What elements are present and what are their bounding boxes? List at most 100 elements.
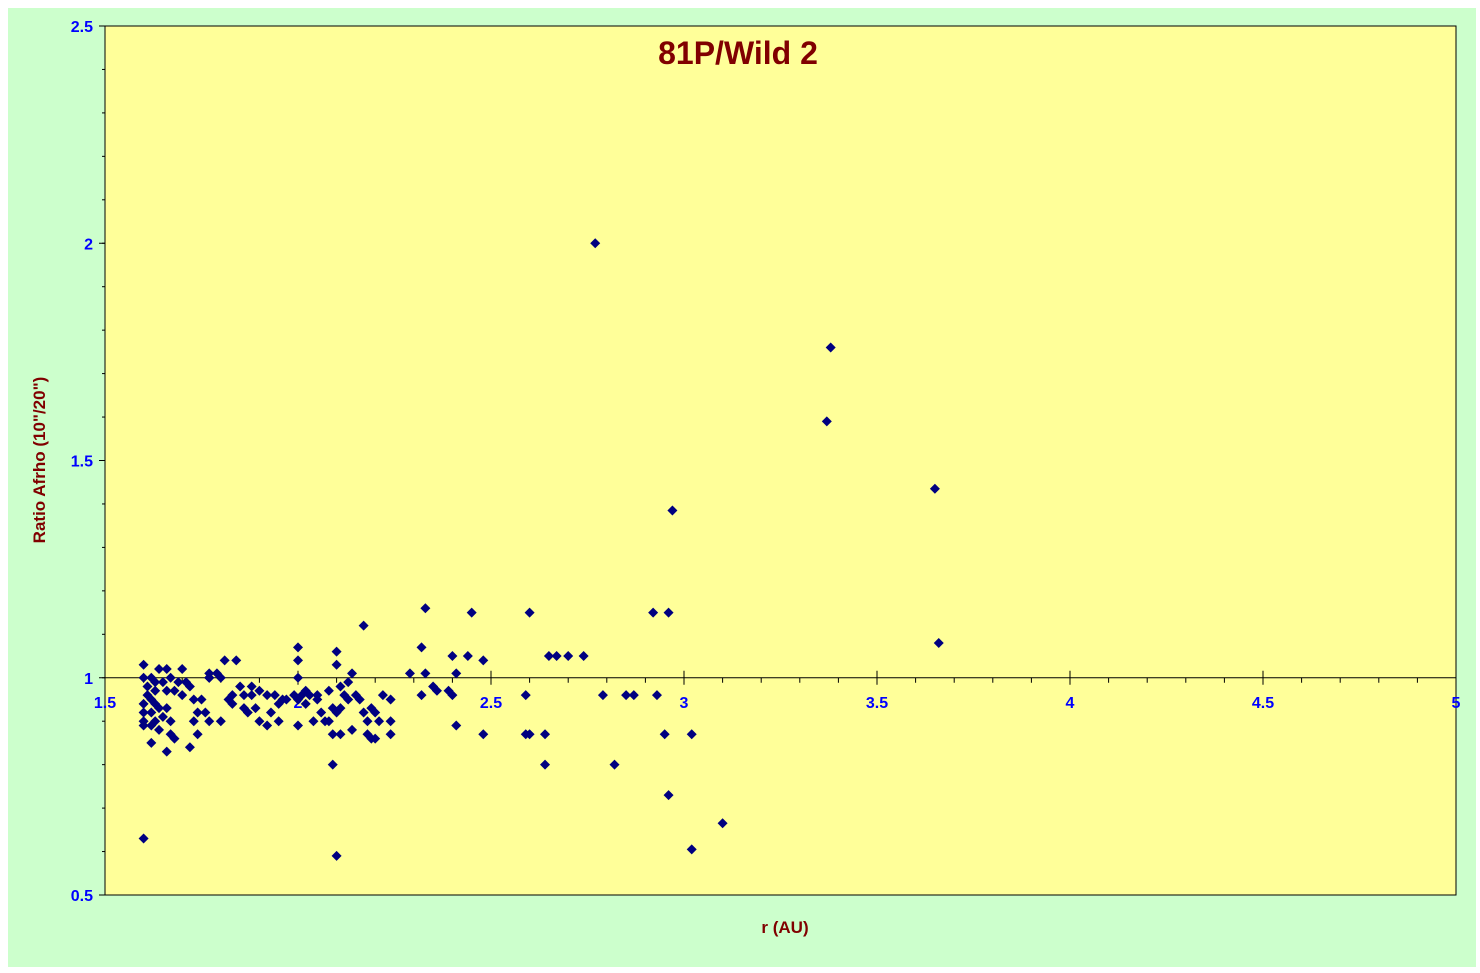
- data-point: [563, 651, 574, 662]
- data-point: [316, 707, 327, 718]
- data-point: [138, 833, 149, 844]
- data-point: [628, 690, 639, 701]
- data-point: [188, 716, 199, 727]
- data-point: [520, 690, 531, 701]
- data-point: [478, 729, 489, 740]
- data-point: [246, 690, 257, 701]
- data-point: [269, 690, 280, 701]
- data-point: [300, 685, 311, 696]
- data-point: [431, 685, 442, 696]
- data-point: [250, 703, 261, 714]
- data-point: [354, 694, 365, 705]
- y-tick-label: 1: [84, 671, 93, 688]
- data-point: [184, 742, 195, 753]
- data-point: [327, 759, 338, 770]
- data-point: [385, 729, 396, 740]
- data-point: [227, 690, 238, 701]
- data-point: [154, 703, 165, 714]
- data-point: [154, 664, 165, 675]
- x-tick-label: 5: [1452, 695, 1461, 712]
- x-tick-label: 4: [1066, 695, 1075, 712]
- data-point: [262, 720, 273, 731]
- data-point: [933, 637, 944, 648]
- data-point: [648, 607, 659, 618]
- data-point: [161, 664, 172, 675]
- data-point: [154, 724, 165, 735]
- y-tick-label: 0.5: [71, 888, 93, 905]
- data-point: [165, 716, 176, 727]
- data-point: [663, 607, 674, 618]
- data-point: [169, 733, 180, 744]
- data-point: [358, 707, 369, 718]
- data-point: [551, 651, 562, 662]
- data-point: [219, 655, 230, 666]
- data-point: [447, 690, 458, 701]
- data-point: [138, 698, 149, 709]
- data-point: [597, 690, 608, 701]
- data-point: [420, 668, 431, 679]
- data-point: [231, 655, 242, 666]
- data-point: [300, 698, 311, 709]
- y-tick-label: 2.5: [71, 19, 93, 36]
- y-axis-title: Ratio Afrho (10"/20"): [30, 377, 49, 544]
- data-point: [293, 642, 303, 653]
- data-point: [165, 672, 176, 683]
- data-point: [204, 716, 215, 727]
- data-point: [686, 729, 697, 740]
- data-point: [451, 720, 462, 731]
- data-point: [524, 607, 535, 618]
- y-tick-label: 2: [84, 236, 93, 253]
- data-point: [262, 690, 273, 701]
- data-point: [157, 711, 168, 722]
- x-tick-label: 1.5: [94, 695, 116, 712]
- data-point: [293, 655, 303, 666]
- data-point: [343, 677, 354, 688]
- data-point: [385, 694, 396, 705]
- data-point: [821, 416, 832, 427]
- data-point: [188, 694, 199, 705]
- data-point: [331, 646, 342, 657]
- data-point: [242, 707, 253, 718]
- data-point: [138, 672, 149, 683]
- data-point: [146, 720, 157, 731]
- data-point: [161, 746, 172, 757]
- data-point: [192, 729, 203, 740]
- data-point: [347, 668, 358, 679]
- data-point: [142, 681, 153, 692]
- data-point: [335, 681, 346, 692]
- data-point: [370, 707, 381, 718]
- data-point: [177, 690, 188, 701]
- data-point: [374, 716, 385, 727]
- data-point: [177, 664, 188, 675]
- data-point: [157, 677, 168, 688]
- data-point: [173, 677, 184, 688]
- data-point: [447, 651, 458, 662]
- data-point: [293, 672, 303, 683]
- data-point: [138, 720, 149, 731]
- data-points: [138, 238, 944, 861]
- data-point: [323, 685, 334, 696]
- data-point: [138, 659, 149, 670]
- x-tick-label: 4.5: [1252, 695, 1274, 712]
- data-point: [215, 716, 226, 727]
- data-point: [621, 690, 632, 701]
- data-point: [540, 729, 551, 740]
- data-point: [293, 720, 303, 731]
- data-point: [385, 716, 396, 727]
- data-point: [331, 659, 342, 670]
- data-point: [146, 737, 157, 748]
- data-point: [377, 690, 388, 701]
- data-point: [254, 685, 265, 696]
- data-point: [451, 668, 462, 679]
- data-point: [204, 672, 215, 683]
- data-point: [138, 707, 149, 718]
- data-point: [929, 483, 940, 494]
- data-point: [150, 685, 161, 696]
- data-point: [273, 716, 284, 727]
- data-point: [184, 681, 195, 692]
- data-point: [686, 844, 697, 855]
- data-point: [161, 685, 172, 696]
- data-point: [667, 505, 678, 516]
- data-point: [825, 342, 836, 353]
- data-point: [323, 716, 334, 727]
